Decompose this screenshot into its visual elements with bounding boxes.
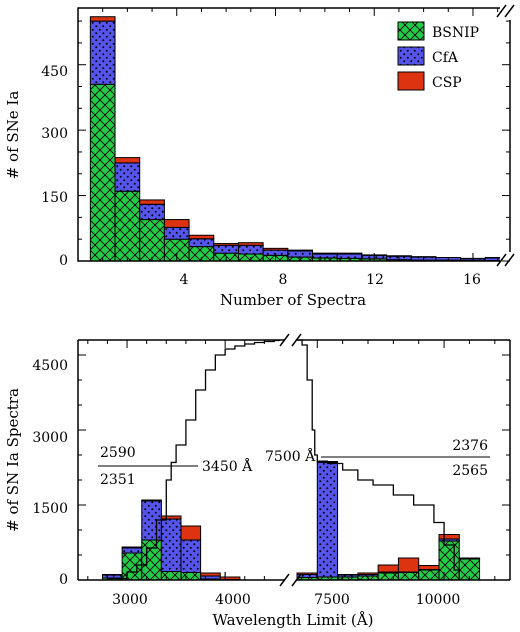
left-bar-csp [102, 574, 123, 576]
bottom-axes-frame [77, 339, 511, 581]
top-bar-csp [89, 16, 116, 22]
top-x-axis-label: Number of Spectra [220, 291, 366, 309]
top-xtick-label: 12 [366, 272, 384, 288]
top-bar-csp [163, 219, 190, 228]
top-bar-cfa [163, 226, 190, 240]
top-bar-cfa [237, 244, 264, 255]
right-bar-bsnip [397, 572, 420, 581]
right-bar-bsnip [418, 569, 440, 581]
left-bar-bsnip [160, 571, 182, 581]
top-bar-csp [237, 242, 264, 246]
top-bar-csp [114, 157, 141, 164]
top-bar-csp [287, 249, 314, 252]
right-bar-csp [337, 574, 359, 576]
top-bar-cfa [114, 162, 141, 192]
left-bar-bsnip [180, 572, 202, 581]
top-panel: 4 8 12 16 0 150 300 450 Number of Spectr… [4, 2, 516, 309]
top-bar-cfa [287, 250, 314, 258]
top-bar-cfa [139, 203, 165, 221]
left-bar-csp [141, 499, 162, 502]
right-bar-csp [458, 557, 481, 559]
left-bar-bsnip [141, 539, 162, 581]
cumulative-curve-right [297, 339, 460, 578]
left-split-wavelength: 3450 Å [202, 457, 253, 475]
bottom-axis-break [279, 333, 302, 587]
top-bar-bsnip [89, 83, 116, 262]
right-bar-csp [397, 557, 420, 573]
bottom-ytick-label: 3000 [32, 430, 68, 446]
right-bar-csp [377, 564, 399, 573]
top-xtick-label: 4 [180, 272, 189, 288]
top-xtick-label: 16 [463, 272, 481, 288]
left-bar-cfa [180, 539, 202, 573]
bottom-ticks [78, 340, 510, 581]
top-xtick-label: 8 [279, 272, 288, 288]
top-bar-csp [312, 252, 338, 255]
bottom-bars [102, 461, 481, 581]
right-bar-csp [438, 534, 460, 540]
top-bars [89, 16, 511, 262]
top-bar-csp [139, 199, 165, 205]
left-bar-bsnip [121, 552, 143, 581]
right-bar-bsnip [438, 540, 460, 581]
right-split-top-count: 2376 [452, 438, 488, 454]
bottom-panel: 2590 2351 3450 Å 7500 Å 2376 2565 3000 4… [4, 333, 511, 629]
bottom-xtick-label: 4000 [215, 592, 251, 608]
left-bar-cfa [121, 547, 143, 554]
top-ytick-label: 300 [41, 126, 68, 142]
bottom-x-axis-label: Wavelength Limit (Å) [213, 611, 374, 629]
bottom-xtick-label: 10000 [416, 592, 461, 608]
top-bar-cfa [89, 20, 116, 85]
legend-swatch-bsnip [397, 21, 425, 41]
legend-swatch-csp [397, 71, 425, 91]
top-ytick-label: 0 [59, 253, 68, 269]
top-axes-frame [77, 7, 511, 262]
top-bar-csp [213, 243, 239, 246]
top-ticks [77, 8, 510, 262]
bottom-xtick-label: 3000 [112, 592, 148, 608]
top-bar-csp [188, 234, 215, 240]
left-bar-csp [200, 572, 221, 577]
bottom-y-axis-label: # of SN Ia Spectra [4, 388, 22, 532]
right-split-bottom-count: 2565 [452, 463, 488, 479]
left-bar-csp [180, 525, 202, 541]
top-bar-cfa [213, 244, 239, 254]
right-bar-cfa [316, 462, 339, 578]
cumulative-curves [107, 339, 460, 580]
bottom-xtick-label: 7500 [314, 592, 350, 608]
top-y-axis-label: # of SNe Ia [4, 91, 22, 180]
bottom-ytick-label: 0 [59, 572, 68, 588]
left-bar-csp [219, 576, 241, 580]
legend: BSNIP CfA CSP [397, 21, 479, 91]
left-split-top-count: 2590 [100, 445, 136, 461]
top-bar-bsnip [139, 219, 165, 262]
top-bar-csp [262, 247, 289, 251]
left-bar-csp [160, 515, 182, 520]
right-bar-csp [357, 572, 379, 575]
legend-label-cfa: CfA [432, 50, 459, 66]
legend-label-bsnip: BSNIP [432, 25, 479, 41]
legend-label-csp: CSP [432, 75, 462, 91]
legend-swatch-cfa [397, 46, 425, 66]
left-split-bottom-count: 2351 [100, 472, 136, 488]
top-bar-cfa [188, 238, 215, 248]
right-split-wavelength: 7500 Å [265, 447, 316, 465]
top-axis-break [496, 2, 516, 270]
right-bar-csp [418, 565, 440, 570]
cumulative-curve-left [107, 339, 280, 580]
top-bar-csp [336, 252, 363, 255]
top-ytick-label: 450 [41, 64, 68, 80]
bottom-ytick-label: 1500 [32, 501, 68, 517]
bottom-ytick-label: 4500 [32, 358, 68, 374]
top-bar-bsnip [114, 190, 141, 262]
left-bar-csp [121, 546, 143, 549]
right-bar-bsnip [377, 572, 399, 581]
left-bar-cfa [160, 518, 182, 572]
top-ytick-label: 150 [41, 190, 68, 206]
split-lines [98, 456, 490, 467]
